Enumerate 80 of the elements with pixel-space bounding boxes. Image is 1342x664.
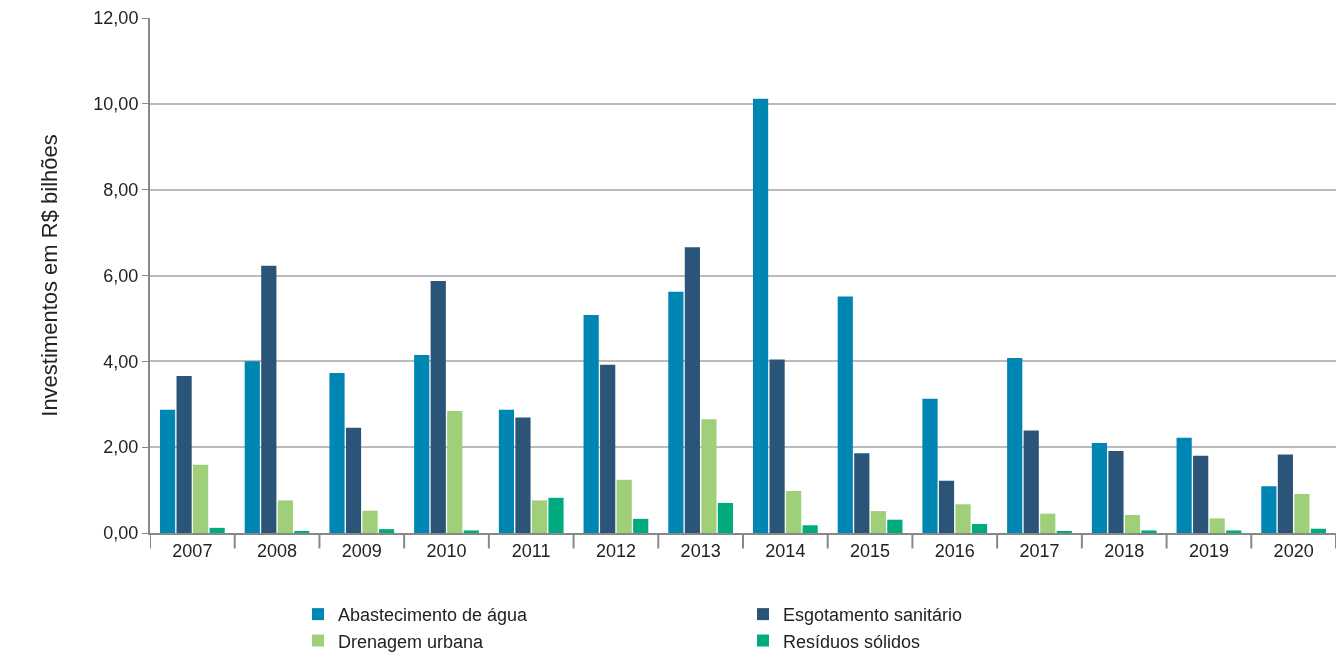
x-tick-label: 2015 — [850, 540, 891, 561]
bar — [1226, 530, 1242, 533]
bar — [668, 291, 684, 533]
x-tick-label: 2019 — [1188, 540, 1229, 561]
bar — [378, 529, 395, 533]
bar — [1294, 493, 1310, 533]
bar — [1108, 451, 1124, 533]
bar — [277, 500, 293, 533]
y-tick-label: 10,00 — [93, 94, 139, 115]
bar — [1310, 528, 1327, 533]
y-tick-label: 4,00 — [103, 351, 139, 372]
bar — [922, 398, 938, 533]
bar — [971, 523, 988, 533]
bar — [786, 490, 802, 533]
bar — [329, 372, 345, 533]
x-tick-label: 2009 — [341, 540, 382, 561]
x-tick-label: 2017 — [1019, 540, 1060, 561]
bar — [261, 265, 277, 533]
x-tick-label: 2018 — [1104, 540, 1145, 561]
bar — [837, 296, 853, 533]
legend-label: Resíduos sólidos — [783, 631, 921, 652]
bar — [583, 314, 599, 533]
bar — [1176, 437, 1192, 533]
bar — [938, 480, 955, 533]
bar — [1141, 530, 1157, 533]
x-tick-label: 2008 — [257, 540, 298, 561]
bar — [616, 479, 632, 533]
bar — [1124, 514, 1141, 533]
legend-label: Esgotamento sanitário — [783, 605, 963, 626]
bar — [1193, 455, 1209, 533]
bar — [447, 411, 463, 533]
bar — [498, 409, 515, 533]
x-tick-label: 2013 — [680, 540, 721, 561]
bar — [1007, 357, 1023, 533]
x-tick-label: 2014 — [765, 540, 806, 561]
bar — [802, 525, 818, 533]
bar — [430, 281, 446, 533]
legend-label: Drenagem urbana — [338, 631, 485, 652]
bar — [717, 502, 734, 533]
bar — [414, 354, 430, 533]
bar — [515, 417, 531, 533]
bar — [887, 519, 903, 533]
bar — [1261, 486, 1277, 533]
bar — [955, 504, 971, 533]
bar — [159, 409, 176, 533]
bar — [854, 453, 870, 533]
bar — [684, 247, 700, 533]
bar — [193, 464, 209, 533]
y-tick-label: 6,00 — [103, 265, 139, 286]
bar — [633, 518, 649, 533]
y-axis-title: Investimentos em R$ bilhões — [36, 134, 62, 417]
bar — [1209, 518, 1225, 533]
y-tick-label: 8,00 — [103, 179, 139, 200]
x-tick-label: 2012 — [595, 540, 636, 561]
legend-label: Abastecimento de água — [338, 605, 529, 626]
y-tick-label: 0,00 — [103, 523, 139, 544]
bar — [1091, 442, 1108, 533]
bar — [752, 98, 769, 533]
bar — [769, 359, 785, 533]
bar — [600, 364, 616, 533]
x-tick-label: 2007 — [172, 540, 213, 561]
bar — [209, 527, 225, 533]
bar — [548, 497, 564, 533]
bar — [1277, 454, 1293, 533]
y-tick-label: 12,00 — [93, 8, 139, 29]
bar — [362, 510, 378, 533]
x-tick-label: 2010 — [426, 540, 467, 561]
bar — [463, 530, 479, 533]
x-tick-label: 2016 — [934, 540, 975, 561]
bar — [870, 511, 886, 533]
bar — [176, 375, 192, 533]
x-tick-label: 2011 — [511, 540, 551, 561]
y-tick-label: 2,00 — [103, 437, 139, 458]
bar — [531, 500, 548, 533]
bar — [701, 419, 717, 533]
x-tick-label: 2020 — [1273, 540, 1314, 561]
bar — [345, 427, 362, 533]
bar — [244, 361, 260, 533]
bar — [1040, 513, 1056, 533]
bar — [1023, 430, 1039, 533]
